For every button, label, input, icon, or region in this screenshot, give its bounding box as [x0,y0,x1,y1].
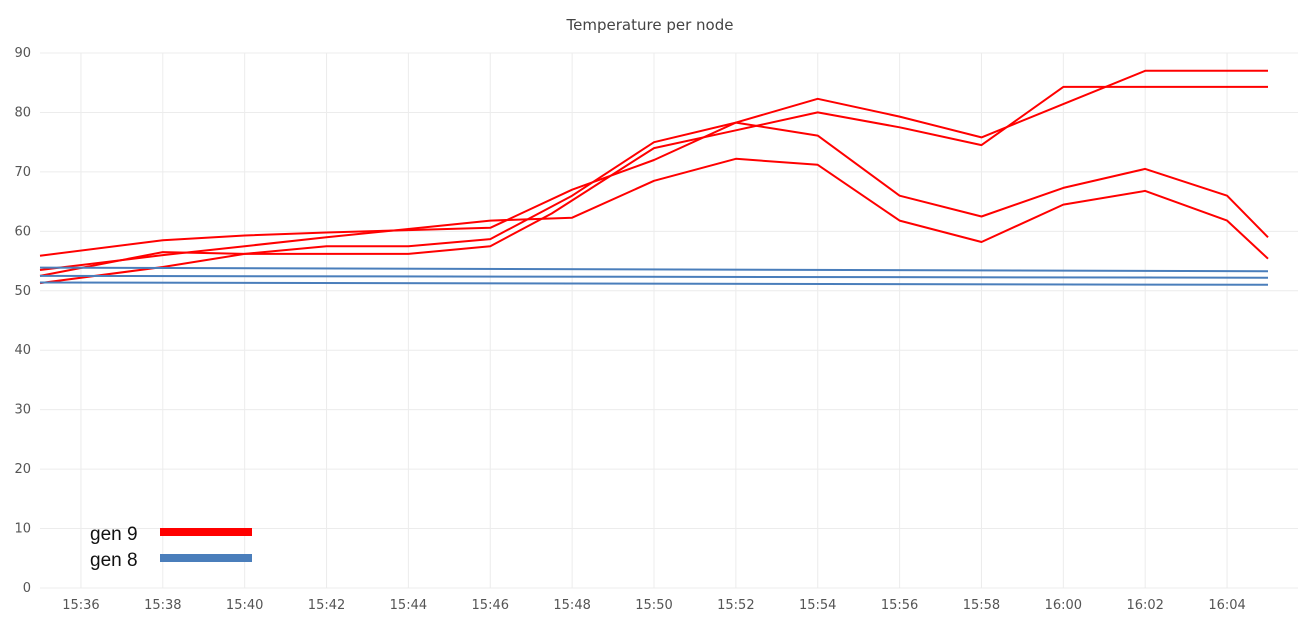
y-tick-label: 70 [14,165,31,180]
gen8-series-line-4 [39,266,1269,273]
x-tick-label: 15:54 [799,598,836,613]
grid [40,52,1298,589]
x-tick-label: 16:04 [1208,598,1245,613]
y-tick-label: 10 [14,522,31,537]
x-tick-label: 15:36 [62,598,99,613]
y-tick-label: 20 [14,462,31,477]
y-tick-label: 30 [14,403,31,418]
y-tick-label: 60 [14,224,31,239]
x-tick-label: 16:02 [1126,598,1163,613]
x-tick-label: 15:38 [144,598,181,613]
legend-label-gen8: gen 8 [90,550,138,571]
x-tick-label: 15:48 [553,598,590,613]
x-tick-label: 15:42 [308,598,345,613]
x-tick-label: 15:58 [963,598,1000,613]
y-tick-label: 50 [14,284,31,299]
x-tick-label: 15:44 [390,598,427,613]
y-tick-label: 80 [14,105,31,120]
y-tick-label: 0 [23,581,31,596]
legend: gen 9 gen 8 [90,524,252,571]
y-tick-label: 40 [14,343,31,358]
y-tick-label: 90 [14,46,31,61]
x-tick-label: 15:56 [881,598,918,613]
gen8-series-line-5 [39,274,1269,279]
gen8-series-line-6 [39,281,1269,286]
gen9-series-line-2 [39,121,1269,257]
x-tick-label: 15:50 [635,598,672,613]
y-axis: 0 10 20 30 40 50 60 70 80 90 [14,46,31,596]
series-group [39,69,1269,286]
gen9-series-line-3 [39,157,1269,271]
x-tick-label: 16:00 [1045,598,1082,613]
x-tick-label: 15:40 [226,598,263,613]
gen9-series-line-1 [39,69,1268,285]
x-tick-label: 15:46 [472,598,509,613]
chart-title: Temperature per node [566,16,734,34]
legend-label-gen9: gen 9 [90,524,138,545]
x-tick-label: 15:52 [717,598,754,613]
x-axis: 15:36 15:38 15:40 15:42 15:44 15:46 15:48 15:50… [62,598,1246,613]
